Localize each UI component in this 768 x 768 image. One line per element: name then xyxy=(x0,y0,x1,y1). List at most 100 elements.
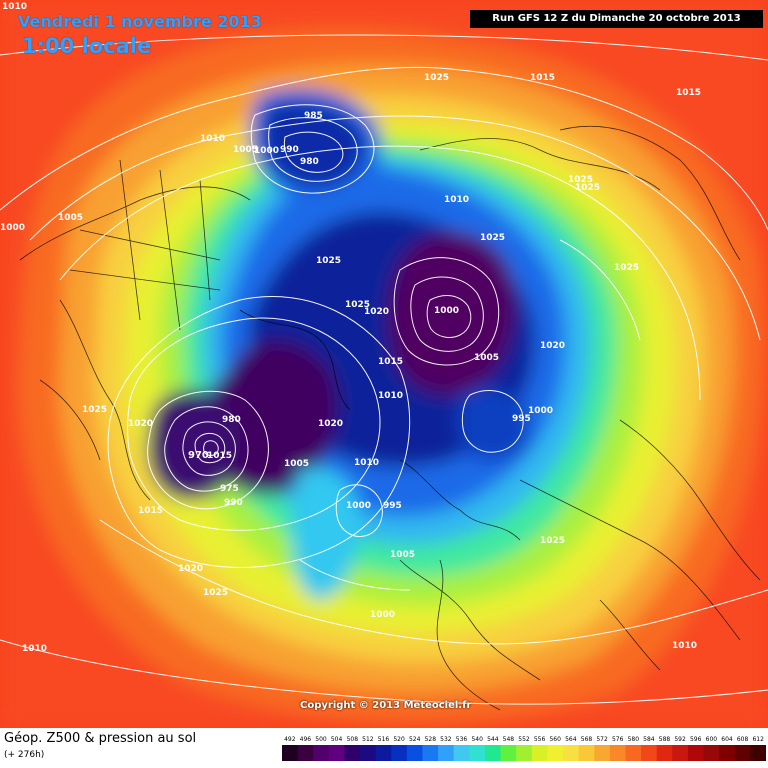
legend-swatch xyxy=(687,745,704,761)
legend-tick-548: 548 xyxy=(503,736,515,743)
legend-tick-556: 556 xyxy=(534,736,546,743)
legend-swatch xyxy=(656,745,673,761)
forecast-date: Vendredi 1 novembre 2013 xyxy=(18,12,262,31)
isobar-label: 1010 xyxy=(444,195,469,205)
isobar-label: 1025 xyxy=(568,175,593,185)
isobar-label: 1015 xyxy=(530,73,555,83)
isobar-label: 1015 xyxy=(207,451,232,461)
legend-tick-528: 528 xyxy=(425,736,437,743)
isobar-label: 995 xyxy=(383,501,402,511)
legend-swatch xyxy=(313,745,330,761)
low-center-label: 970 xyxy=(188,450,209,461)
isobar-label: 975 xyxy=(220,484,239,494)
legend-tick-584: 584 xyxy=(643,736,655,743)
legend-tick-492: 492 xyxy=(284,736,296,743)
legend-tick-604: 604 xyxy=(721,736,733,743)
legend-tick-600: 600 xyxy=(706,736,718,743)
legend-swatch xyxy=(328,745,345,761)
isobar-label: 1000 xyxy=(528,406,553,416)
color-scale-legend: 492 496 500 504 508 512 516 520 524 528 532 536 540 5… xyxy=(282,736,766,761)
isobar-label: 1015 xyxy=(138,506,163,516)
legend-tick-532: 532 xyxy=(440,736,452,743)
legend-swatch xyxy=(282,745,299,761)
isobar-label: 1010 xyxy=(22,644,47,654)
legend-tick-588: 588 xyxy=(659,736,671,743)
legend-swatch xyxy=(485,745,502,761)
legend-tick-536: 536 xyxy=(456,736,468,743)
legend-swatch xyxy=(734,745,751,761)
isobar-label: 1005 xyxy=(284,459,309,469)
isobar-label: 980 xyxy=(222,415,241,425)
legend-swatch xyxy=(344,745,361,761)
legend-tick-labels: 492 496 500 504 508 512 516 520 524 528 532 536 540 5… xyxy=(284,736,764,743)
legend-swatch xyxy=(719,745,736,761)
isobar-label: 995 xyxy=(512,414,531,424)
isobar-label: 1010 xyxy=(354,458,379,468)
isobar-label: 1000 xyxy=(346,501,371,511)
isobar-label: 1005 xyxy=(233,145,258,155)
legend-swatch xyxy=(360,745,377,761)
legend-swatch xyxy=(469,745,486,761)
legend-swatch xyxy=(609,745,626,761)
isobar-label: 1025 xyxy=(540,536,565,546)
isobar-lines xyxy=(0,34,768,705)
legend-tick-504: 504 xyxy=(331,736,343,743)
legend-tick-564: 564 xyxy=(565,736,577,743)
isobar-label: 1025 xyxy=(575,183,600,193)
legend-tick-572: 572 xyxy=(596,736,608,743)
legend-tick-592: 592 xyxy=(674,736,686,743)
legend-swatch xyxy=(563,745,580,761)
isobar-label: 980 xyxy=(300,157,319,167)
model-run-info: Run GFS 12 Z du Dimanche 20 octobre 2013 xyxy=(470,10,763,28)
isobar-label: 1025 xyxy=(345,300,370,310)
isobar-label: 1005 xyxy=(58,213,83,223)
legend-tick-512: 512 xyxy=(362,736,374,743)
isobar-label: 1025 xyxy=(203,588,228,598)
legend-swatch xyxy=(578,745,595,761)
legend-tick-552: 552 xyxy=(518,736,530,743)
isobar-label: 1005 xyxy=(390,550,415,560)
isobar-label: 1020 xyxy=(540,341,565,351)
isobar-label: 990 xyxy=(280,145,299,155)
isobar-label: 1020 xyxy=(128,419,153,429)
forecast-time: 1:00 locale xyxy=(22,34,152,58)
legend-swatch xyxy=(594,745,611,761)
geopotential-map: 1025 1015 1015 1010 1005 1000 990 985 98… xyxy=(0,0,768,728)
isobar-label: 1020 xyxy=(178,564,203,574)
corner-value: 1010 xyxy=(2,2,28,12)
forecast-lead-time: (+ 276h) xyxy=(4,750,45,760)
legend-tick-500: 500 xyxy=(315,736,327,743)
legend-swatch xyxy=(672,745,689,761)
legend-tick-612: 612 xyxy=(752,736,764,743)
isobar-label: 1000 xyxy=(434,306,459,316)
isobar-label: 1015 xyxy=(378,357,403,367)
legend-swatch xyxy=(422,745,439,761)
isobar-label: 1010 xyxy=(378,391,403,401)
legend-tick-496: 496 xyxy=(300,736,312,743)
legend-swatch xyxy=(625,745,642,761)
legend-swatch xyxy=(297,745,314,761)
legend-tick-568: 568 xyxy=(581,736,593,743)
copyright-notice: Copyright © 2013 Meteociel.fr xyxy=(300,700,472,711)
legend-swatch xyxy=(375,745,392,761)
legend-swatch xyxy=(531,745,548,761)
legend-tick-544: 544 xyxy=(487,736,499,743)
legend-swatch xyxy=(453,745,470,761)
isobar-label: 1025 xyxy=(480,233,505,243)
isobar-label: 1000 xyxy=(0,223,25,233)
isobar-label: 1000 xyxy=(370,610,395,620)
legend-swatch xyxy=(703,745,720,761)
legend-swatch xyxy=(516,745,533,761)
legend-swatch xyxy=(500,745,517,761)
legend-swatches xyxy=(282,745,766,761)
legend-swatch xyxy=(750,745,766,761)
legend-tick-508: 508 xyxy=(347,736,359,743)
geopotential-field xyxy=(0,0,768,728)
isobar-labels: 1025 1015 1015 1010 1005 1000 990 985 98… xyxy=(0,73,701,654)
isobar-label: 1010 xyxy=(200,134,225,144)
isobar-label: 1025 xyxy=(82,405,107,415)
isobar-label: 990 xyxy=(224,498,243,508)
isobar-label: 1015 xyxy=(676,88,701,98)
legend-tick-520: 520 xyxy=(393,736,405,743)
